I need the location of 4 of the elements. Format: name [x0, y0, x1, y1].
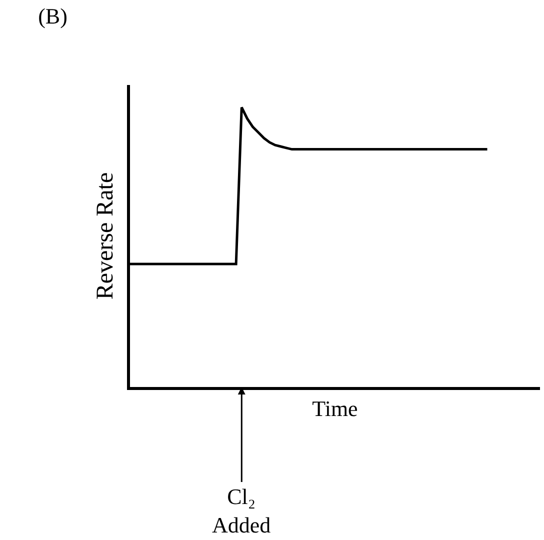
y-axis-title: Reverse Rate — [92, 172, 118, 300]
text: Cl₂ Added — [212, 484, 271, 538]
chart-title: (B) — [38, 4, 68, 28]
x-axis-title: Time — [312, 396, 358, 422]
